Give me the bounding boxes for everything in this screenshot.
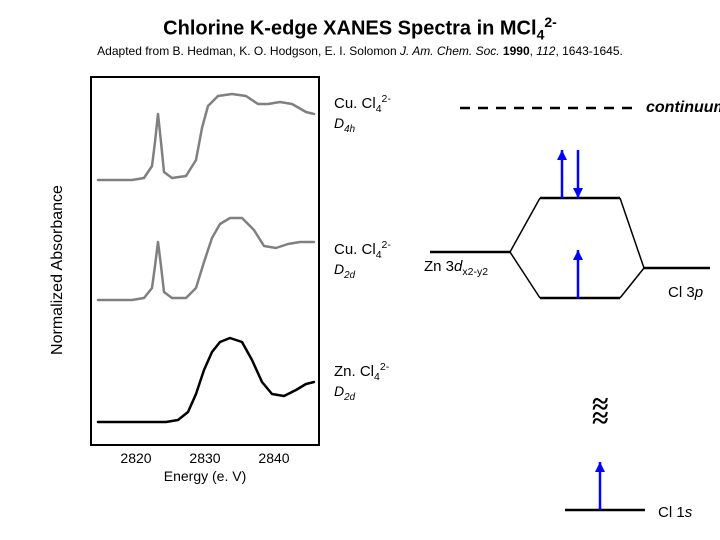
continuum-label: continuum (646, 99, 720, 117)
mo-diagram (0, 0, 720, 540)
cl-1s-label: Cl 1s (658, 504, 692, 521)
energy-gap-icon: ≈≈ (592, 388, 608, 456)
zn-3d-label: Zn 3dx2-y2 (424, 258, 488, 278)
cl-3p-label: Cl 3p (668, 284, 703, 301)
